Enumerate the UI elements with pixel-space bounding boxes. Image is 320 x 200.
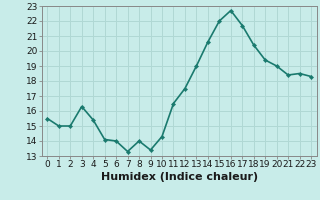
X-axis label: Humidex (Indice chaleur): Humidex (Indice chaleur) xyxy=(100,172,258,182)
